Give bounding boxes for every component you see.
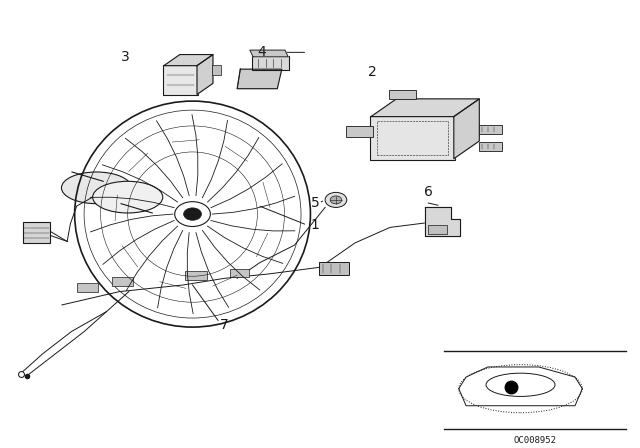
FancyBboxPatch shape (111, 277, 133, 286)
Polygon shape (371, 99, 479, 116)
FancyBboxPatch shape (370, 116, 455, 159)
Ellipse shape (93, 181, 163, 213)
FancyBboxPatch shape (479, 125, 502, 134)
Polygon shape (425, 207, 460, 236)
Text: 6: 6 (424, 185, 433, 198)
Text: 3: 3 (121, 50, 130, 64)
Polygon shape (250, 50, 288, 57)
Text: 5: 5 (311, 196, 320, 210)
FancyBboxPatch shape (77, 283, 99, 292)
FancyBboxPatch shape (163, 65, 198, 95)
Text: OC008952: OC008952 (513, 435, 557, 445)
FancyBboxPatch shape (23, 222, 50, 243)
Ellipse shape (61, 172, 132, 204)
FancyBboxPatch shape (230, 269, 249, 276)
Circle shape (325, 192, 347, 207)
FancyBboxPatch shape (319, 262, 349, 275)
Polygon shape (164, 55, 213, 66)
FancyBboxPatch shape (428, 225, 447, 233)
Circle shape (330, 196, 342, 204)
FancyBboxPatch shape (252, 56, 289, 69)
Text: 2: 2 (368, 65, 376, 79)
Text: 4: 4 (257, 45, 266, 59)
FancyBboxPatch shape (212, 65, 221, 75)
Polygon shape (197, 55, 213, 95)
Text: 1: 1 (310, 218, 319, 232)
FancyBboxPatch shape (346, 126, 373, 137)
Circle shape (175, 202, 211, 227)
Circle shape (184, 208, 202, 220)
FancyBboxPatch shape (185, 271, 207, 280)
FancyBboxPatch shape (479, 142, 502, 151)
FancyBboxPatch shape (390, 90, 416, 99)
Polygon shape (454, 99, 479, 159)
Polygon shape (237, 69, 282, 89)
Text: 7: 7 (220, 318, 228, 332)
